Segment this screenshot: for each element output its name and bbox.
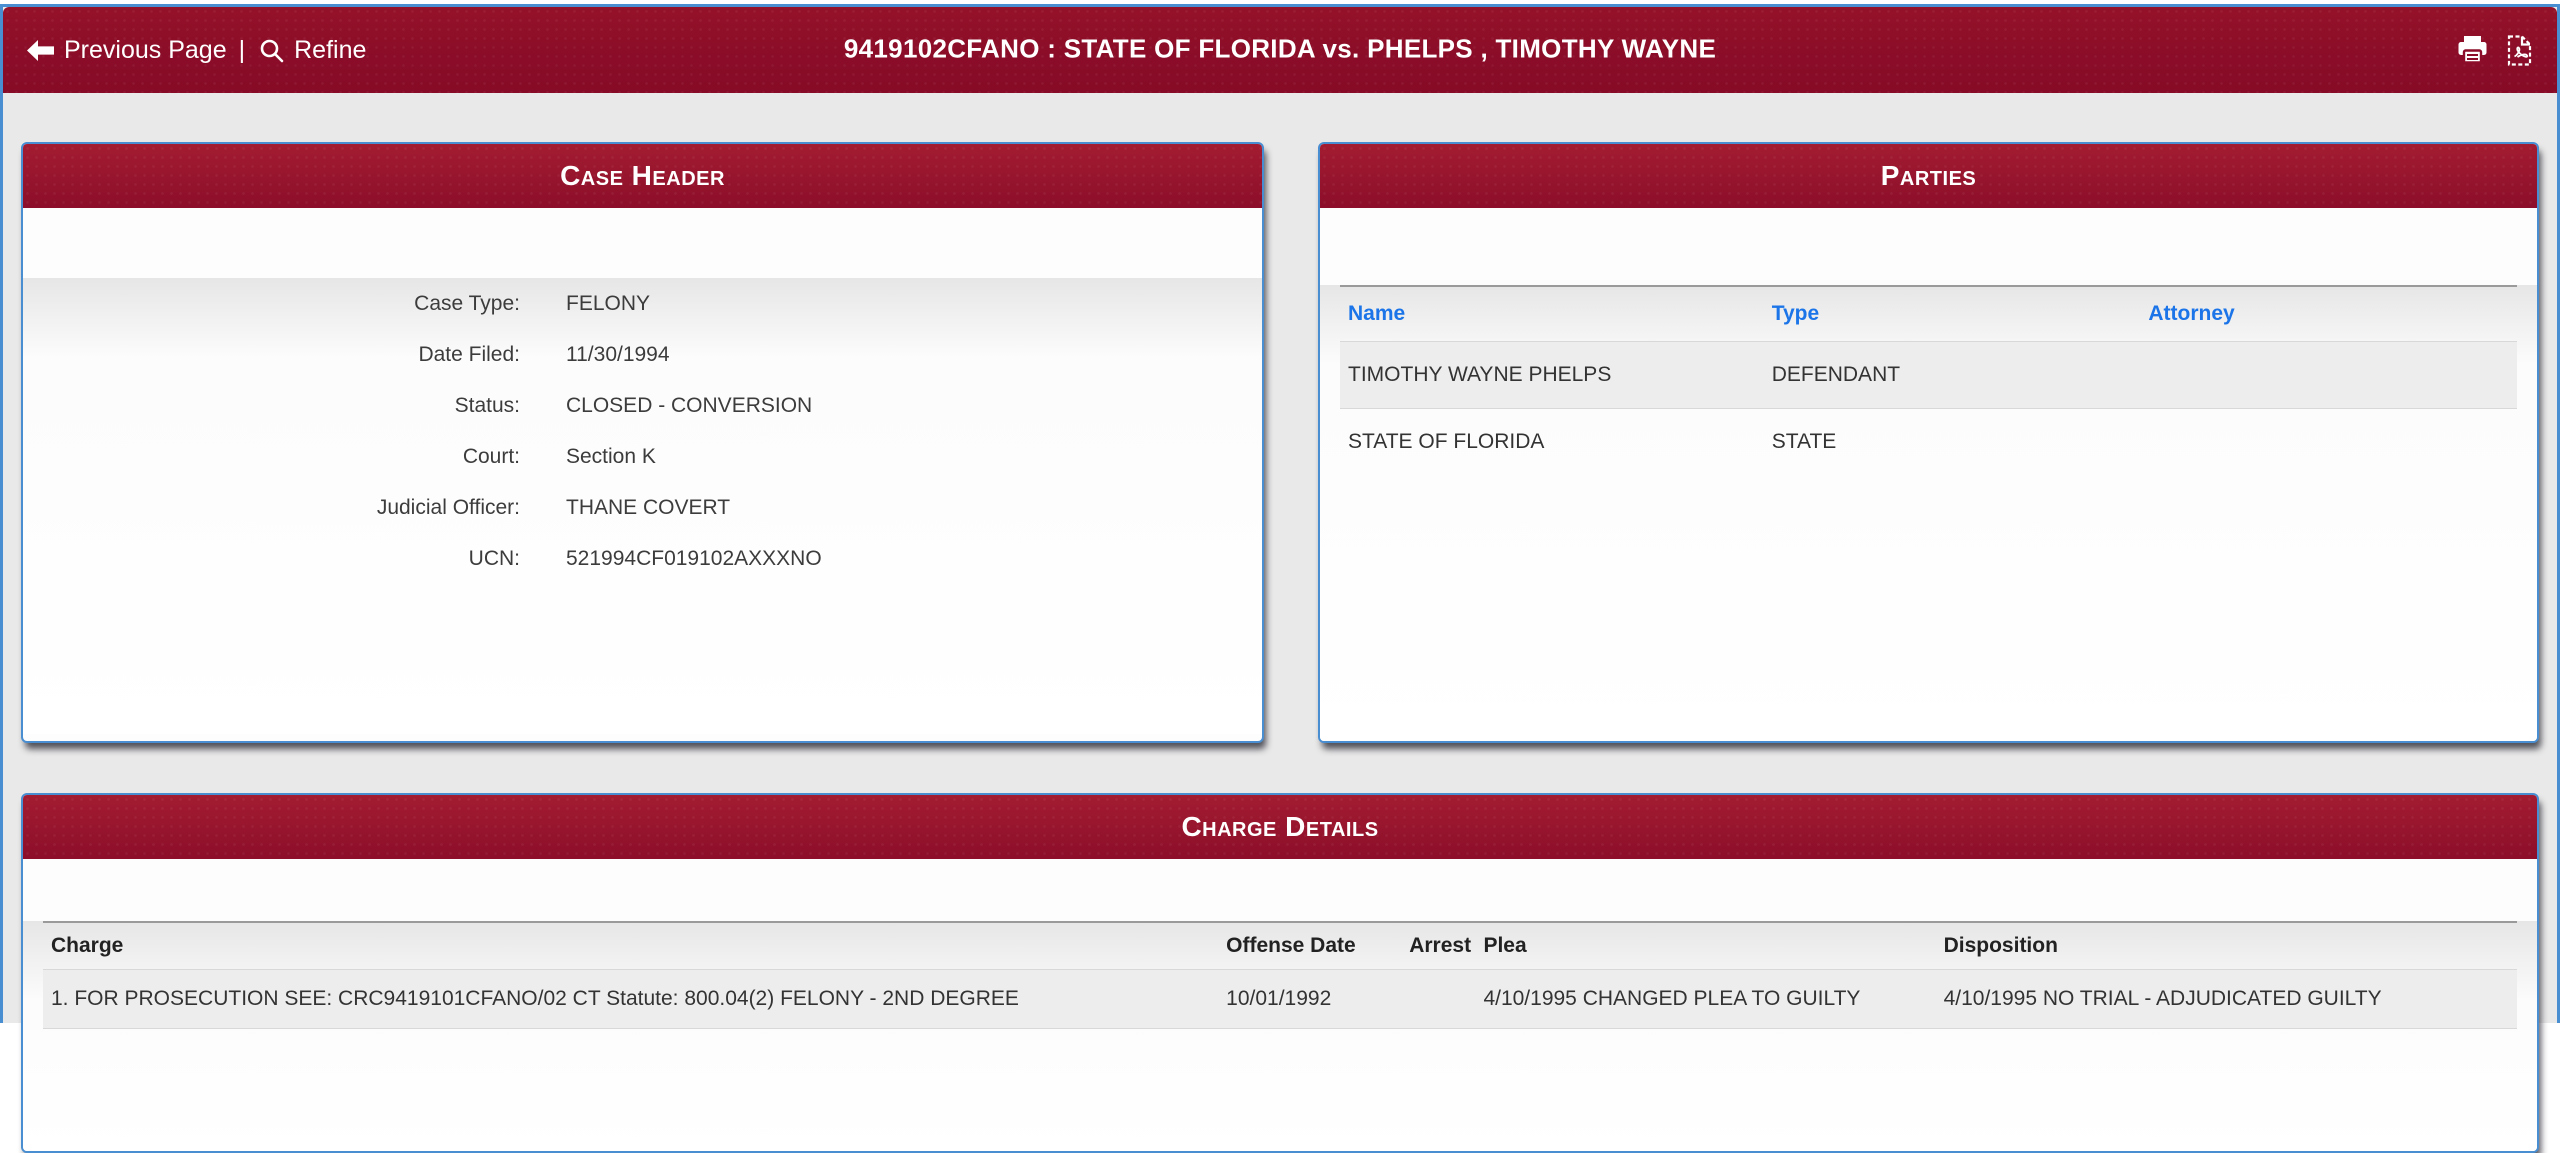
field-label: Status: (23, 394, 520, 418)
field-row-court: Court: Section K (23, 431, 1262, 482)
field-row-case-type: Case Type: FELONY (23, 278, 1262, 329)
previous-page-link[interactable]: Previous Page (27, 36, 227, 65)
party-type-cell: DEFENDANT (1764, 342, 2141, 409)
column-header-disposition: Disposition (1936, 922, 2517, 970)
column-header-type[interactable]: Type (1764, 286, 2141, 342)
column-header-plea: Plea (1475, 922, 1935, 970)
charge-offense-date-cell: 10/01/1992 (1218, 970, 1401, 1029)
topbar-navigation: Previous Page | Refine (27, 36, 366, 65)
field-row-ucn: UCN: 521994CF019102AXXXNO (23, 533, 1262, 584)
panel-parties: Parties Name Type Attorney (1318, 142, 2539, 743)
case-header-panel-title: Case Header (23, 144, 1262, 208)
party-name-cell: STATE OF FLORIDA (1340, 409, 1764, 476)
charge-details-panel-body: Charge Offense Date Arrest Plea Disposit… (23, 921, 2537, 1151)
top-panels-row: Case Header Case Type: FELONY Date Filed… (21, 142, 2539, 743)
parties-table: Name Type Attorney TIMOTHY WAYNE PHELPS … (1340, 285, 2517, 475)
charge-table: Charge Offense Date Arrest Plea Disposit… (43, 921, 2517, 1029)
charge-header-row: Charge Offense Date Arrest Plea Disposit… (43, 922, 2517, 970)
field-value: CLOSED - CONVERSION (566, 394, 812, 418)
column-header-offense-date: Offense Date (1218, 922, 1401, 970)
case-header-panel-body: Case Type: FELONY Date Filed: 11/30/1994… (23, 278, 1262, 734)
field-label: Court: (23, 445, 520, 469)
charge-row: 1. FOR PROSECUTION SEE: CRC9419101CFANO/… (43, 970, 2517, 1029)
parties-panel-title: Parties (1320, 144, 2537, 208)
field-value: THANE COVERT (566, 496, 730, 520)
field-value: 521994CF019102AXXXNO (566, 547, 822, 571)
refine-link[interactable]: Refine (259, 36, 366, 65)
charge-description-cell: 1. FOR PROSECUTION SEE: CRC9419101CFANO/… (43, 970, 1218, 1029)
refine-label: Refine (294, 36, 366, 65)
field-label: Date Filed: (23, 343, 520, 367)
search-icon (259, 38, 284, 63)
page: Previous Page | Refine 9419102CFANO : ST… (0, 4, 2560, 1023)
charge-plea-cell: 4/10/1995 CHANGED PLEA TO GUILTY (1475, 970, 1935, 1029)
party-row: TIMOTHY WAYNE PHELPS DEFENDANT (1340, 342, 2517, 409)
topbar: Previous Page | Refine 9419102CFANO : ST… (3, 7, 2557, 93)
panel-charge-details: Charge Details Charge Offense Date Arres… (21, 793, 2539, 1153)
field-row-date-filed: Date Filed: 11/30/1994 (23, 329, 1262, 380)
panel-case-header: Case Header Case Type: FELONY Date Filed… (21, 142, 1264, 743)
charge-disposition-cell: 4/10/1995 NO TRIAL - ADJUDICATED GUILTY (1936, 970, 2517, 1029)
field-value: FELONY (566, 292, 650, 316)
field-label: UCN: (23, 547, 520, 571)
party-attorney-cell (2140, 342, 2517, 409)
charge-arrest-cell (1401, 970, 1475, 1029)
charge-details-panel-title: Charge Details (23, 795, 2537, 859)
pdf-icon[interactable] (2506, 35, 2533, 66)
print-icon[interactable] (2457, 36, 2488, 64)
column-header-charge: Charge (43, 922, 1218, 970)
column-header-attorney[interactable]: Attorney (2140, 286, 2517, 342)
party-type-cell: STATE (1764, 409, 2141, 476)
field-label: Judicial Officer: (23, 496, 520, 520)
previous-page-label: Previous Page (64, 36, 227, 65)
field-value: 11/30/1994 (566, 343, 670, 367)
parties-panel-body: Name Type Attorney TIMOTHY WAYNE PHELPS … (1320, 285, 2537, 741)
topbar-actions (2457, 35, 2533, 66)
topbar-separator: | (239, 36, 246, 65)
field-value: Section K (566, 445, 656, 469)
party-attorney-cell (2140, 409, 2517, 476)
case-title: 9419102CFANO : STATE OF FLORIDA vs. PHEL… (844, 33, 1716, 64)
parties-header-row: Name Type Attorney (1340, 286, 2517, 342)
back-arrow-icon (27, 40, 54, 61)
field-label: Case Type: (23, 292, 520, 316)
party-name-cell: TIMOTHY WAYNE PHELPS (1340, 342, 1764, 409)
content-area: Case Header Case Type: FELONY Date Filed… (3, 93, 2557, 1153)
field-row-status: Status: CLOSED - CONVERSION (23, 380, 1262, 431)
field-row-judicial-officer: Judicial Officer: THANE COVERT (23, 482, 1262, 533)
column-header-arrest: Arrest (1401, 922, 1475, 970)
party-row: STATE OF FLORIDA STATE (1340, 409, 2517, 476)
case-header-form: Case Type: FELONY Date Filed: 11/30/1994… (23, 278, 1262, 584)
column-header-name[interactable]: Name (1340, 286, 1764, 342)
